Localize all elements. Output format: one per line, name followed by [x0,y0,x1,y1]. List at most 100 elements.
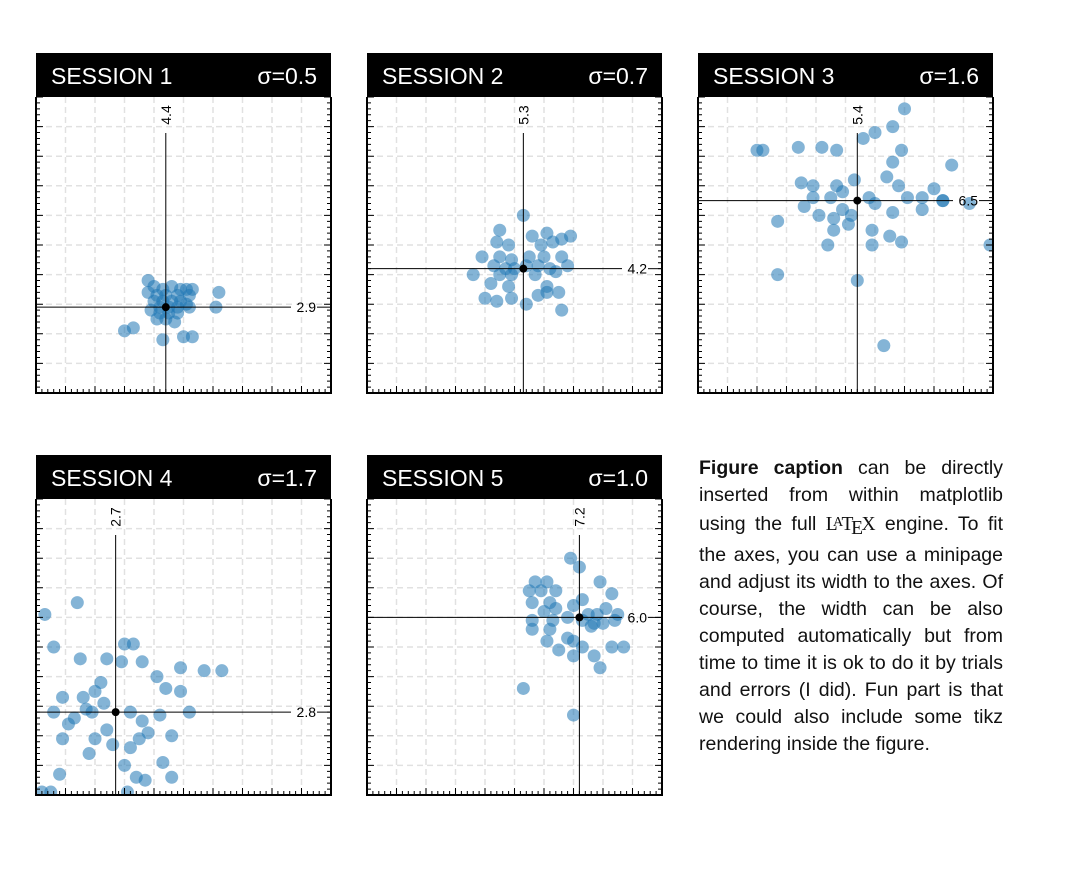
scatter-point [484,276,498,290]
scatter-point [534,238,548,252]
chart-panel-2: SESSION 2 σ=0.7 4.2 5.3 [366,53,663,394]
scatter-points-2 [466,208,578,317]
panel-sigma-label-5: σ=1.0 [588,465,648,491]
scatter-point [771,214,785,228]
scatter-point [168,315,182,329]
scatter-point [847,173,861,187]
scatter-point [886,205,900,219]
scatter-point [88,684,102,698]
scatter-point [596,616,610,630]
panel-sigma-label-3: σ=1.6 [919,63,979,89]
scatter-points-1 [118,274,226,347]
scatter-point [522,584,536,598]
mean-x-label-2: 5.3 [515,105,531,125]
scatter-point [61,717,75,731]
scatter-point [915,202,929,216]
scatter-point [567,708,580,722]
scatter-point [827,211,841,225]
scatter-point [493,268,507,282]
grid-lines-3 [698,97,993,393]
scatter-point [82,747,96,761]
scatter-point [97,696,111,710]
scatter-point [898,102,911,116]
scatter-point [159,681,173,695]
scatter-point [895,143,909,157]
scatter-point [493,223,507,237]
latex-logo: LATEX [826,514,876,539]
scatter-point [900,191,914,205]
panel-header-1 [36,53,331,97]
scatter-point [812,208,826,222]
scatter-point [883,229,897,243]
scatter-point [540,285,554,299]
scatter-point [962,197,976,211]
scatter-point [115,655,129,669]
chart-panel-5: SESSION 5 σ=1.0 6.0 7.2 [366,455,663,796]
scatter-point [543,622,557,636]
scatter-point [794,176,808,190]
mean-marker-3 [853,196,862,205]
mean-y-label-1: 2.9 [297,299,317,315]
scatter-point [100,723,114,737]
mean-y-label-2: 4.2 [628,261,648,277]
scatter-point [567,649,580,663]
caption-text-before: can be directly inserted from within mat… [699,457,1003,535]
scatter-point [38,607,52,621]
scatter-point [44,785,58,795]
panel-title-2: SESSION 2 [382,63,503,89]
grid-lines-1 [36,97,331,393]
scatter-point [868,197,882,211]
scatter-point [880,170,894,184]
grid-lines-4 [36,499,331,795]
scatter-point [174,684,188,698]
scatter-point [47,640,61,654]
scatter-point [877,339,891,353]
scatter-point [886,155,900,169]
scatter-point [165,770,179,784]
scatter-point [827,223,841,237]
scatter-point [525,622,539,636]
scatter-point [490,294,504,308]
panel-title-3: SESSION 3 [713,63,834,89]
scatter-point [215,664,229,678]
scatter-point [212,285,226,299]
scatter-point [593,575,607,589]
scatter-point [505,291,519,305]
scatter-point [73,652,87,666]
scatter-point [126,321,140,335]
scatter-point [138,773,152,787]
scatter-point [886,120,900,134]
mean-marker-1 [161,303,170,312]
scatter-point [502,238,516,252]
scatter-point [88,732,102,746]
scatter-point [865,223,879,237]
mean-x-label-5: 7.2 [571,507,587,527]
scatter-point [106,738,120,752]
mean-y-label-4: 2.8 [297,704,317,720]
mean-x-label-1: 4.4 [158,105,174,125]
scatter-point [865,238,879,252]
scatter-point [475,250,489,264]
chart-panel-4: SESSION 4 σ=1.7 2.8 2.7 [35,455,332,796]
panel-title-1: SESSION 1 [51,63,172,89]
scatter-point [516,681,530,695]
axis-ticks-3 [697,96,994,394]
panel-title-4: SESSION 4 [51,465,173,491]
scatter-point [927,182,941,196]
scatter-point [856,131,870,145]
axis-ticks-2 [366,96,663,394]
scatter-point [617,640,631,654]
scatter-point [156,333,170,347]
scatter-point [505,268,519,282]
scatter-point [185,330,199,344]
grid-lines-2 [367,97,662,393]
scatter-point [490,235,504,249]
scatter-points-5 [516,551,631,722]
scatter-point [502,279,516,293]
scatter-point [895,235,909,249]
panel-sigma-label-1: σ=0.5 [257,63,317,89]
panel-header-3 [698,53,993,97]
scatter-point [564,551,578,565]
scatter-point [525,596,539,610]
